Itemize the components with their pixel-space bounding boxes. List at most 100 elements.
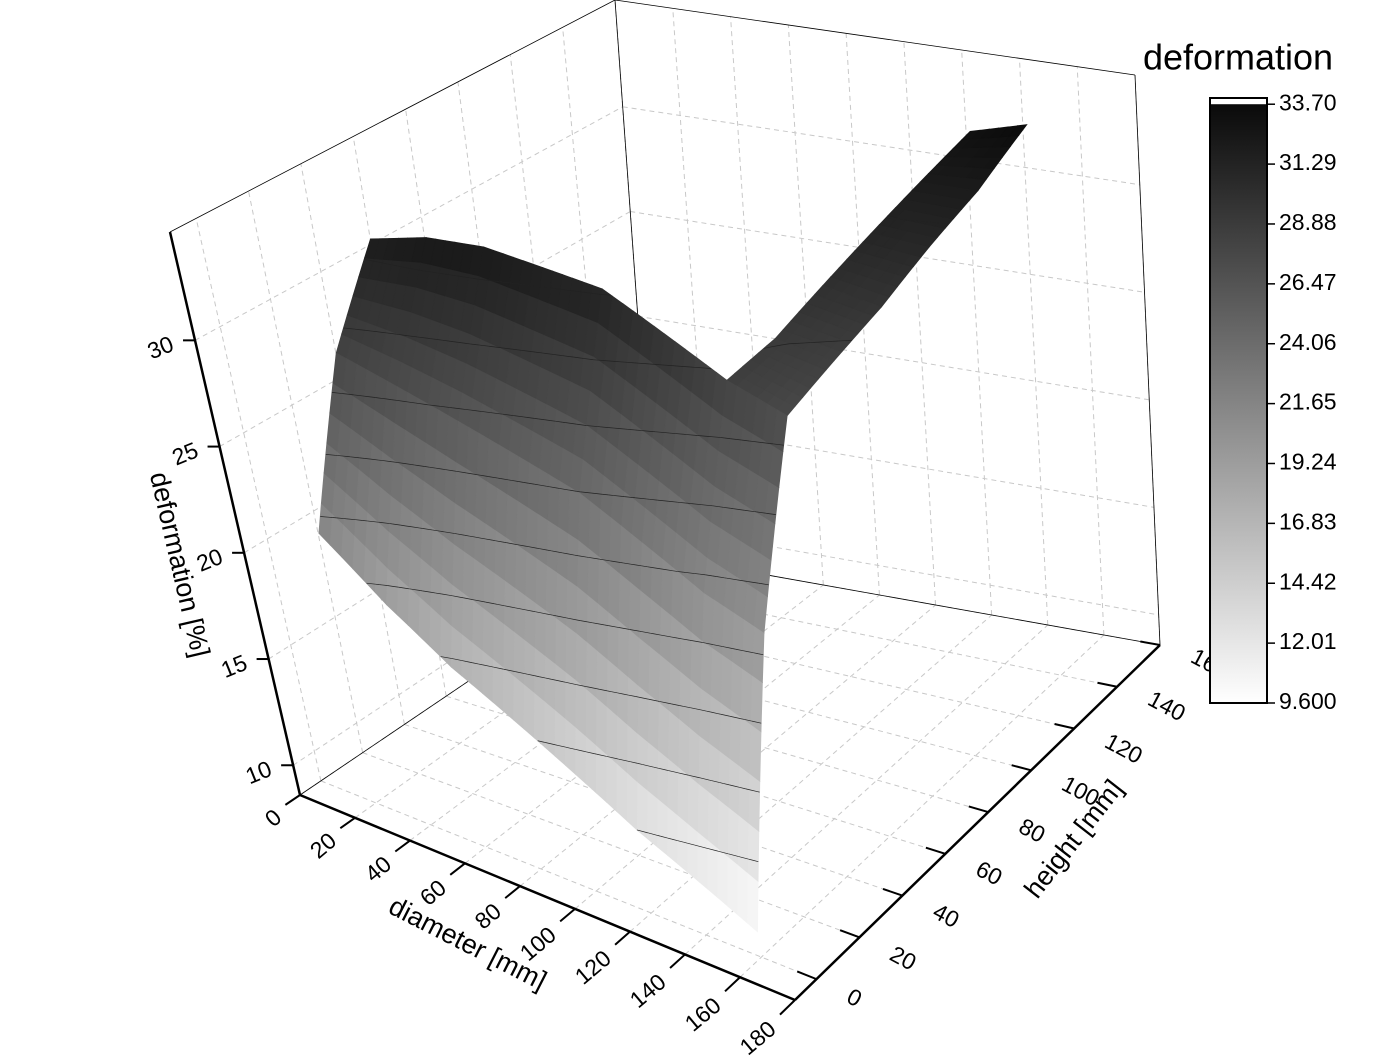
contour-line — [583, 358, 593, 360]
contour-line — [468, 343, 477, 346]
contour-line — [396, 399, 404, 402]
contour-line — [527, 546, 538, 549]
contour-line — [439, 272, 447, 275]
contour-line — [588, 557, 599, 560]
surface-patch — [483, 564, 496, 617]
contour-line — [628, 694, 636, 697]
surface-patch — [585, 735, 597, 794]
colorbar-tick-label: 31.29 — [1279, 149, 1337, 175]
surface-patch — [687, 822, 699, 882]
contour-line — [748, 858, 752, 861]
contour-line — [677, 840, 684, 843]
contour-line — [424, 466, 430, 468]
surface-patch — [578, 492, 591, 549]
contour-line — [601, 294, 611, 296]
contour-line — [596, 753, 607, 757]
x-tick — [339, 816, 356, 830]
contour-line — [688, 774, 700, 778]
surface-patch — [617, 667, 629, 726]
contour-line — [718, 506, 724, 508]
contour-line — [555, 679, 564, 683]
contour-line — [782, 343, 790, 346]
contour-line — [500, 347, 511, 350]
contour-line — [706, 710, 711, 713]
colorbar-tick-label: 24.06 — [1279, 329, 1337, 355]
contour-line — [430, 591, 436, 594]
contour-line — [394, 586, 399, 588]
contour-line — [705, 642, 713, 645]
contour-line — [346, 518, 356, 521]
surface-patch — [628, 628, 641, 687]
surface-patch — [453, 502, 466, 552]
contour-line — [635, 497, 647, 500]
contour-line — [687, 842, 695, 846]
contour-line — [724, 437, 731, 440]
surface-patch — [640, 542, 653, 600]
surface-patch — [495, 486, 508, 538]
surface-patch — [647, 693, 660, 752]
contour-line — [379, 521, 390, 524]
contour-line — [373, 260, 381, 263]
y-tick — [1097, 681, 1118, 688]
contour-line — [551, 550, 558, 553]
x-tick — [559, 908, 576, 923]
surface-patch — [638, 636, 651, 695]
contour-line — [342, 455, 349, 457]
contour-line — [546, 353, 553, 355]
surface-patch — [650, 550, 664, 608]
surface-patch — [568, 486, 581, 541]
grid-line — [1018, 58, 1049, 626]
surface-patch — [748, 772, 761, 832]
contour-line — [554, 744, 559, 746]
x-tick-label: 40 — [360, 851, 396, 887]
contour-line — [690, 707, 696, 710]
surface-patch — [677, 814, 689, 873]
surface-patch — [697, 831, 709, 890]
surface-patch — [637, 684, 650, 743]
contour-line — [468, 277, 478, 280]
contour-line — [550, 420, 556, 422]
surface-patch — [607, 611, 620, 669]
contour-line — [494, 603, 498, 605]
contour-line — [669, 432, 676, 434]
contour-line — [524, 673, 528, 675]
contour-line — [454, 533, 458, 535]
contour-line — [606, 756, 611, 758]
contour-line — [569, 489, 577, 492]
contour-line — [445, 469, 454, 472]
contour-line — [429, 466, 436, 469]
contour-line — [635, 696, 639, 698]
contour-line — [705, 504, 713, 507]
surface-patch — [566, 532, 579, 588]
colorbar-tick-label: 28.88 — [1279, 209, 1337, 235]
contour-line — [608, 625, 618, 628]
colorbar-tick-label: 26.47 — [1279, 269, 1337, 295]
contour-line — [461, 660, 467, 662]
contour-line — [507, 479, 512, 481]
contour-line — [444, 531, 455, 534]
contour-line — [718, 850, 724, 853]
contour-line — [676, 365, 684, 367]
contour-line — [406, 401, 416, 404]
contour-line — [539, 548, 548, 551]
surface-patch — [565, 671, 577, 728]
contour-line — [416, 464, 425, 467]
surface-patch — [466, 426, 480, 476]
surface-patch — [679, 670, 692, 729]
surface-patch — [680, 622, 693, 681]
contour-line — [657, 499, 664, 502]
surface-patch — [708, 742, 721, 801]
contour-line — [440, 656, 452, 659]
contour-line — [559, 488, 569, 491]
contour-line — [555, 288, 561, 290]
surface-patch — [649, 597, 662, 656]
surface-patch — [660, 558, 674, 617]
contour-line — [719, 782, 724, 784]
contour-line — [700, 709, 707, 712]
contour-line — [479, 344, 489, 347]
contour-line — [465, 409, 471, 411]
contour-line — [691, 640, 703, 643]
surface-patch — [657, 749, 669, 808]
contour-line — [381, 460, 392, 463]
surface-patch — [535, 557, 548, 612]
